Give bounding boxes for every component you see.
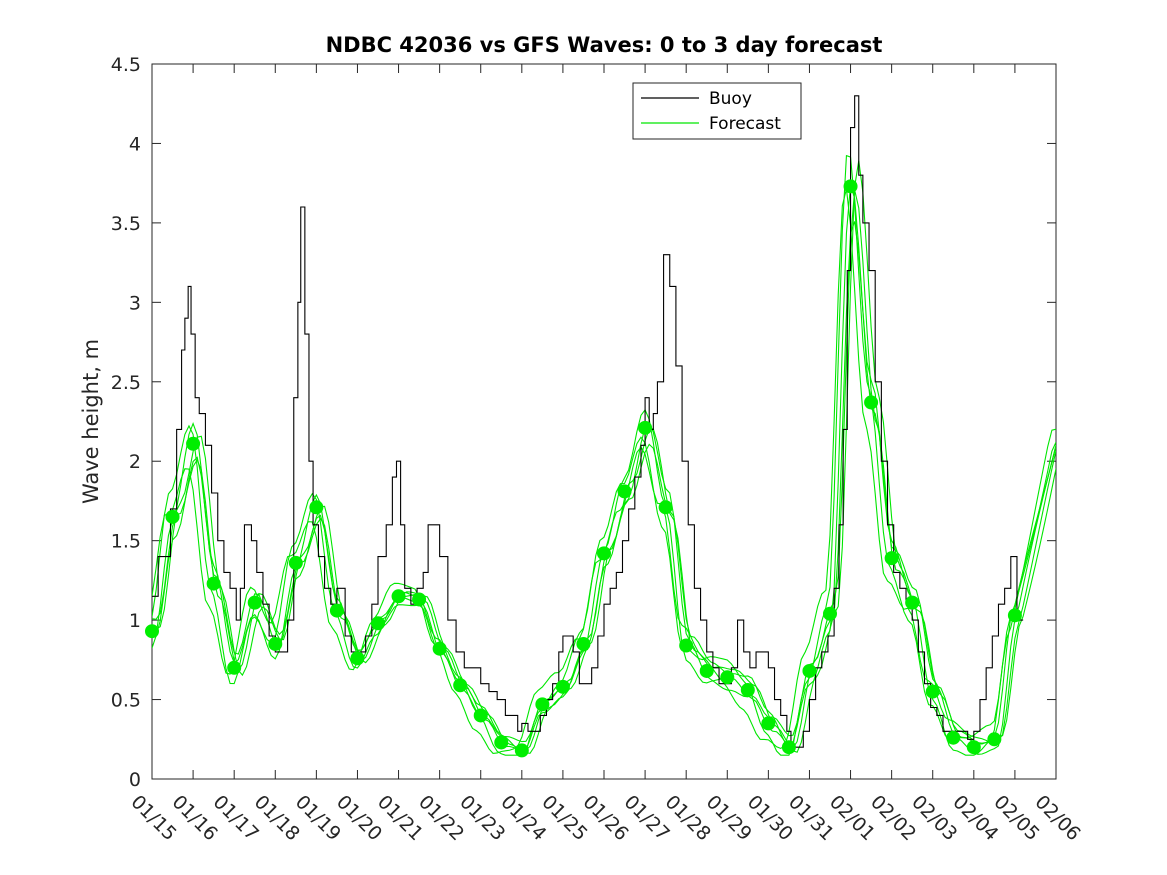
y-tick-label: 3.5: [111, 213, 141, 235]
forecast-marker: [802, 663, 817, 678]
forecast-marker: [165, 509, 180, 524]
forecast-marker: [288, 555, 303, 570]
forecast-marker: [412, 592, 427, 607]
y-tick-label: 2.5: [111, 372, 141, 394]
y-axis-label: Wave height, m: [79, 339, 103, 504]
forecast-marker: [494, 735, 509, 750]
forecast-marker: [987, 732, 1002, 747]
forecast-marker: [864, 395, 879, 410]
y-tick-label: 3: [129, 292, 141, 314]
forecast-marker: [761, 716, 776, 731]
forecast-marker: [268, 636, 283, 651]
forecast-marker: [350, 651, 365, 666]
forecast-marker: [145, 624, 159, 639]
y-tick-label: 0: [129, 769, 141, 791]
buoy-line: [152, 95, 1024, 748]
chart-title: NDBC 42036 vs GFS Waves: 0 to 3 day fore…: [326, 33, 883, 57]
forecast-marker: [473, 708, 488, 723]
forecast-marker: [720, 670, 735, 685]
y-tick-label: 2: [129, 451, 141, 473]
legend-box: [632, 82, 802, 140]
legend-label-forecast: Forecast: [709, 114, 781, 134]
forecast-marker: [905, 595, 920, 610]
forecast-run-line: [152, 160, 1056, 754]
forecast-marker: [884, 551, 899, 566]
y-tick-label: 1: [129, 610, 141, 632]
y-tick-label: 4.5: [111, 54, 141, 76]
forecast-marker: [1007, 608, 1022, 623]
forecast-marker: [925, 684, 940, 699]
forecast-marker: [638, 420, 653, 435]
forecast-marker: [597, 546, 611, 561]
forecast-marker: [555, 679, 570, 694]
forecast-marker: [823, 606, 837, 621]
legend: Buoy Forecast: [632, 82, 802, 140]
forecast-marker: [514, 743, 529, 758]
legend-label-buoy: Buoy: [709, 89, 752, 109]
forecast-marker: [432, 641, 447, 656]
y-tick-label: 1.5: [111, 531, 141, 553]
forecast-marker: [740, 683, 755, 698]
forecast-marker: [453, 678, 468, 693]
forecast-marker: [946, 730, 961, 745]
forecast-marker: [658, 500, 673, 515]
y-tick-label: 4: [129, 133, 141, 155]
forecast-marker: [329, 603, 344, 618]
forecast-run-line: [152, 221, 1056, 755]
forecast-marker: [781, 740, 796, 755]
forecast-marker: [371, 616, 385, 631]
forecast-markers: [145, 179, 1022, 758]
forecast-marker: [617, 484, 632, 499]
forecast-marker: [679, 638, 694, 653]
forecast-marker: [843, 179, 858, 194]
forecast-marker: [535, 697, 550, 712]
forecast-run-line: [152, 154, 1056, 756]
forecast-marker: [699, 663, 714, 678]
forecast-marker: [309, 500, 324, 515]
forecast-marker: [247, 595, 262, 610]
forecast-marker: [227, 660, 242, 675]
forecast-marker: [966, 740, 981, 755]
forecast-marker: [206, 576, 221, 591]
y-tick-label: 0.5: [111, 690, 141, 712]
forecast-marker: [576, 636, 591, 651]
forecast-marker: [391, 589, 406, 604]
forecast-marker: [186, 436, 201, 451]
